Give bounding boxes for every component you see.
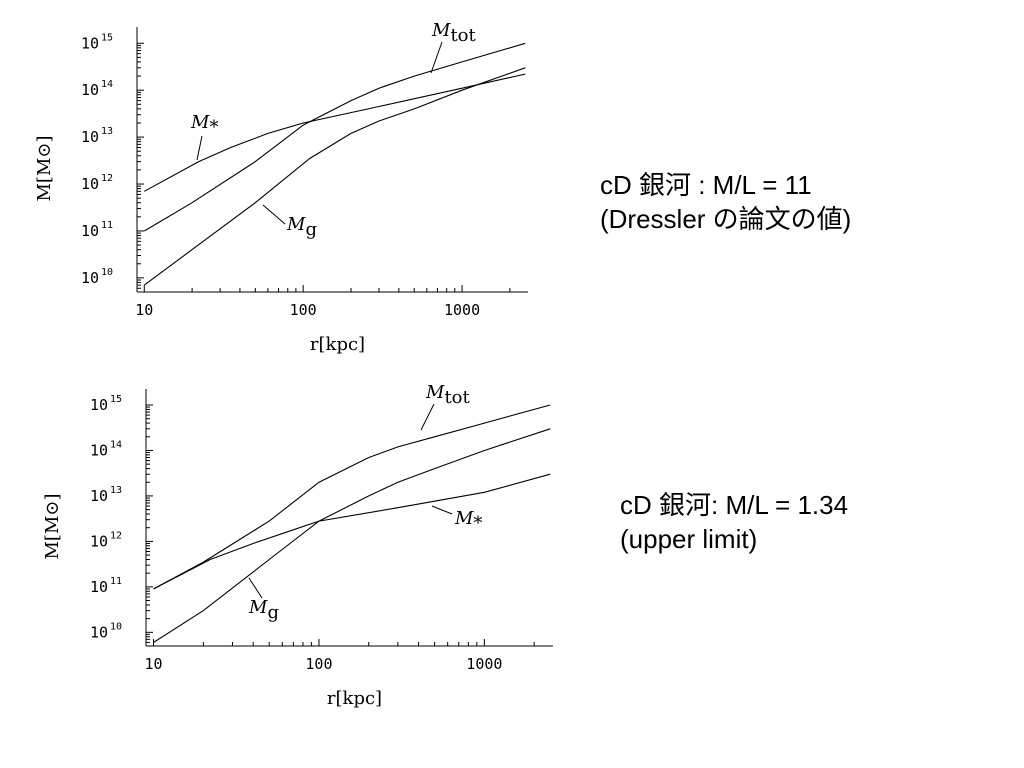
- y-tick-exponent: 12: [101, 173, 113, 184]
- series-line-m-tot: [144, 42, 526, 232]
- y-tick-base: 10: [90, 396, 108, 414]
- series-label-m-g: Mg: [248, 597, 279, 623]
- series-label-m-star: M*: [190, 112, 218, 138]
- y-tick-label: 10 11: [90, 576, 122, 596]
- y-tick-base: 10: [90, 578, 108, 596]
- x-tick-label: 1000: [444, 301, 480, 319]
- leader-line-m-tot: [430, 41, 443, 74]
- y-tick-label: 10 11: [81, 220, 113, 240]
- x-tick-label: 100: [290, 301, 317, 319]
- y-tick-label: 10 12: [90, 530, 122, 550]
- caption-bottom-line1: cD 銀河: M/L = 1.34: [620, 490, 849, 520]
- series-label-m-g: Mg: [286, 214, 317, 240]
- y-axis-title: M[M⊙]: [42, 494, 63, 560]
- x-tick-label: 10: [135, 301, 153, 319]
- y-tick-base: 10: [81, 34, 99, 52]
- y-tick-label: 10 12: [81, 173, 113, 193]
- leader-line-m-star: [431, 505, 453, 515]
- y-tick-exponent: 13: [101, 126, 113, 137]
- series-label-m-tot: Mtot: [425, 382, 471, 408]
- y-tick-label: 10 10: [81, 267, 113, 287]
- series-line-m-star: [153, 473, 551, 590]
- y-tick-base: 10: [81, 269, 99, 287]
- x-tick-label: 10: [145, 655, 163, 673]
- caption-bottom-line2: (upper limit): [620, 524, 758, 554]
- y-tick-base: 10: [90, 623, 108, 641]
- caption-top-line1: cD 銀河 : M/L = 11: [600, 170, 812, 200]
- leader-line-m-star: [196, 135, 203, 161]
- x-tick-label: 1000: [466, 655, 502, 673]
- x-axis-title: r[kpc]: [327, 688, 382, 709]
- y-tick-base: 10: [81, 175, 99, 193]
- y-tick-label: 10 15: [81, 32, 113, 52]
- y-tick-exponent: 14: [110, 439, 122, 450]
- y-tick-exponent: 15: [110, 394, 122, 405]
- y-tick-label: 10 14: [90, 439, 122, 459]
- leader-line-m-tot: [420, 403, 435, 431]
- y-tick-base: 10: [90, 532, 108, 550]
- series-line-m-tot: [153, 404, 551, 590]
- series-label-m-tot: Mtot: [431, 20, 477, 46]
- y-tick-label: 10 14: [81, 79, 113, 99]
- x-tick-label: 100: [305, 655, 332, 673]
- y-tick-base: 10: [90, 487, 108, 505]
- caption-top-line2: (Dressler の論文の値): [600, 204, 852, 234]
- series-label-m-star: M*: [454, 508, 482, 534]
- y-tick-label: 10 15: [90, 394, 122, 414]
- x-axis-title: r[kpc]: [310, 334, 365, 355]
- series-line-m-star: [144, 73, 526, 192]
- caption-top: cD 銀河 : M/L = 11 (Dressler の論文の値): [600, 168, 851, 236]
- caption-bottom: cD 銀河: M/L = 1.34 (upper limit): [620, 488, 848, 556]
- series-line-m-g: [153, 428, 551, 643]
- y-tick-exponent: 14: [101, 79, 113, 90]
- y-tick-base: 10: [81, 128, 99, 146]
- y-axis-title: M[M⊙]: [34, 136, 55, 202]
- y-tick-base: 10: [90, 441, 108, 459]
- y-tick-exponent: 12: [110, 530, 122, 541]
- y-tick-exponent: 11: [110, 576, 122, 587]
- y-tick-label: 10 13: [90, 485, 122, 505]
- y-tick-exponent: 15: [101, 32, 113, 43]
- leader-line-m-g: [262, 204, 286, 225]
- y-tick-exponent: 11: [101, 220, 113, 231]
- series-line-m-g: [143, 67, 526, 286]
- y-tick-label: 10 10: [90, 621, 122, 641]
- leader-line-m-g: [248, 577, 263, 599]
- y-tick-exponent: 10: [101, 267, 113, 278]
- y-tick-exponent: 13: [110, 485, 122, 496]
- y-tick-base: 10: [81, 222, 99, 240]
- y-tick-base: 10: [81, 81, 99, 99]
- y-tick-label: 10 13: [81, 126, 113, 146]
- y-tick-exponent: 10: [110, 621, 122, 632]
